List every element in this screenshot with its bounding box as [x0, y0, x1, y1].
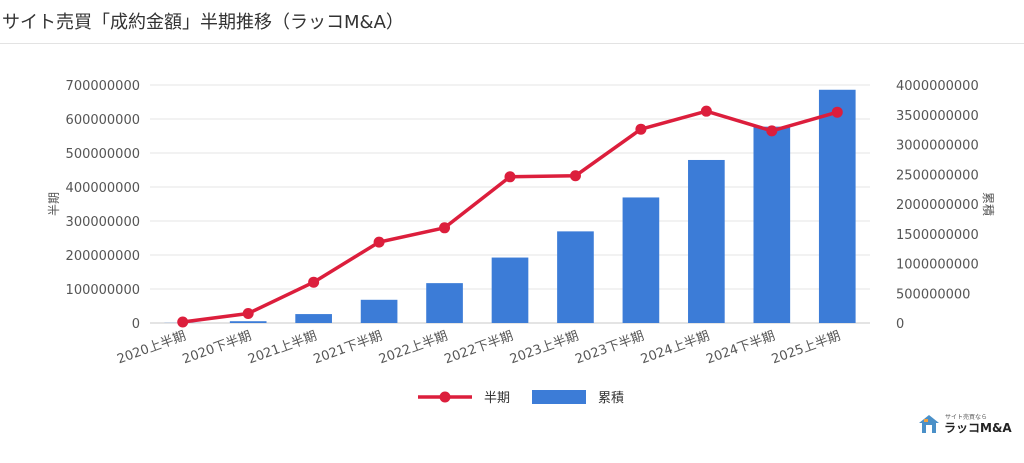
point-2022上半期 [439, 222, 451, 234]
legend: 半期 累積 [418, 390, 624, 406]
left-tick-label: 700000000 [66, 79, 140, 94]
grid-lines [150, 84, 870, 324]
logo-name: ラッコM&A [944, 421, 1012, 435]
point-2021上半期 [308, 276, 320, 288]
x-tick-label: 2021上半期 [246, 329, 319, 368]
right-axis-title: 累積 [981, 192, 996, 216]
house-icon [919, 415, 939, 433]
legend-label-cumulative: 累積 [598, 391, 624, 406]
bar-2024上半期 [688, 159, 725, 323]
left-tick-label: 300000000 [66, 215, 140, 230]
bar-2020下半期 [229, 321, 267, 323]
x-tick-label: 2022下半期 [442, 329, 515, 368]
legend-label-half: 半期 [484, 391, 510, 406]
left-tick-label: 100000000 [66, 283, 140, 298]
x-tick-label: 2021下半期 [312, 329, 385, 368]
bar-2025上半期 [818, 89, 856, 323]
left-tick-label: 400000000 [66, 181, 140, 196]
right-tick-label: 500000000 [896, 287, 970, 302]
right-tick-label: 2000000000 [896, 198, 979, 213]
right-tick-label: 0 [896, 317, 904, 332]
bar-2024下半期 [753, 126, 791, 324]
point-2024上半期 [700, 105, 712, 117]
x-tick-label: 2020上半期 [115, 329, 188, 368]
point-2024下半期 [766, 125, 778, 137]
x-tick-label: 2023下半期 [573, 329, 646, 368]
right-tick-label: 1500000000 [896, 228, 979, 243]
right-tick-label: 2500000000 [896, 168, 979, 183]
point-2023上半期 [569, 170, 581, 182]
left-axis-title: 半期 [47, 192, 61, 216]
line-series [177, 105, 843, 328]
point-2020上半期 [177, 316, 189, 328]
right-tick-label: 1000000000 [896, 258, 979, 273]
bar-2023下半期 [622, 197, 660, 323]
legend-line-marker [439, 391, 451, 403]
title-divider [0, 43, 1024, 44]
left-axis-ticks: 0 100000000 200000000 300000000 400000000 500… [66, 79, 140, 332]
bar-2023上半期 [557, 231, 594, 323]
point-2021下半期 [373, 236, 385, 248]
left-tick-label: 200000000 [66, 249, 140, 264]
logo-tagline: サイト売買なら [945, 414, 988, 421]
x-axis-ticks: 2020上半期2020下半期2021上半期2021下半期2022上半期2022下… [115, 329, 842, 368]
left-tick-label: 500000000 [66, 147, 140, 162]
right-tick-label: 3000000000 [896, 139, 979, 154]
left-tick-label: 0 [132, 317, 140, 332]
axis-titles: 半期 累積 [47, 192, 996, 216]
right-axis-ticks: 0 500000000 1000000000 1500000000 2000000000… [896, 79, 979, 332]
point-2022下半期 [504, 171, 516, 183]
legend-bar-swatch [532, 390, 586, 404]
left-tick-label: 600000000 [66, 113, 140, 128]
x-tick-label: 2024下半期 [704, 329, 777, 368]
x-tick-label: 2022上半期 [377, 329, 450, 368]
point-2025上半期 [831, 106, 843, 118]
right-tick-label: 4000000000 [896, 79, 979, 94]
bar-2021上半期 [295, 314, 332, 323]
x-tick-label: 2024上半期 [639, 329, 712, 368]
point-2020下半期 [242, 307, 254, 319]
bar-2022上半期 [426, 283, 463, 323]
x-tick-label: 2020下半期 [181, 329, 254, 368]
bar-series [164, 89, 856, 324]
point-2023下半期 [635, 123, 647, 135]
brand-logo: サイト売買なら ラッコM&A [918, 410, 1012, 436]
right-tick-label: 3500000000 [896, 109, 979, 124]
page-title: サイト売買「成約金額」半期推移（ラッコM&A） [2, 12, 404, 33]
x-tick-label: 2025上半期 [770, 329, 843, 368]
bar-2022下半期 [491, 257, 529, 323]
bar-2021下半期 [360, 299, 398, 323]
x-tick-label: 2023上半期 [508, 329, 581, 368]
